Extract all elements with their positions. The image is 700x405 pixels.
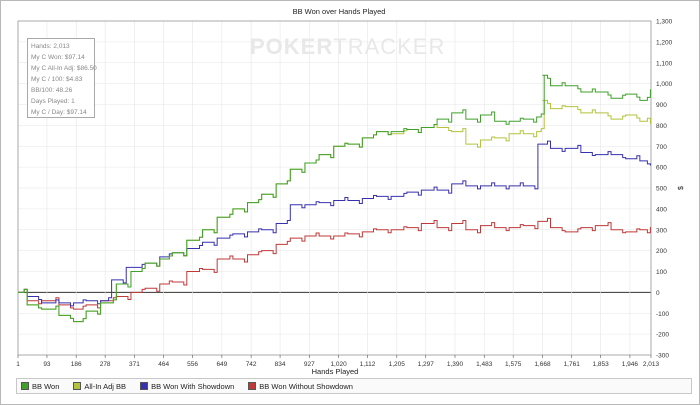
y-tick-label: -300 <box>656 353 669 360</box>
legend-item-bb-won-without-showdown[interactable]: BB Won Without Showdown <box>248 382 353 391</box>
stats-box: Hands: 2,013 My C Won: $97.14 My C All-I… <box>27 38 97 118</box>
legend-label-bb-won-with-showdown: BB Won With Showdown <box>151 381 235 391</box>
x-tick-label: 649 <box>216 361 227 368</box>
y-tick-label: 200 <box>656 248 667 255</box>
y-axis-label: $ <box>678 186 685 190</box>
series-line-all-in-adj-bb <box>18 99 651 323</box>
y-tick-label: 800 <box>656 123 667 130</box>
y-axis-ticks: -300 -200 -100 0 100 200 300 400 500 600 700 800 900… <box>656 19 673 360</box>
x-tick-label: 278 <box>100 361 111 368</box>
legend-swatch-all-in-adj-bb <box>73 382 82 390</box>
y-tick-label: 100 <box>656 269 667 276</box>
y-tick-label: 1,100 <box>656 60 673 67</box>
y-tick-label: 1,000 <box>656 81 673 88</box>
x-tick-label: 1,668 <box>534 361 551 368</box>
x-tick-label: 1 <box>16 361 20 368</box>
stat-allin-adj: My C All-In Adj: $86.50 <box>31 65 97 72</box>
x-tick-label: 1,946 <box>622 361 639 368</box>
y-tick-label: -200 <box>656 332 669 339</box>
x-tick-label: 1,853 <box>593 361 610 368</box>
legend-item-bb-won-with-showdown[interactable]: BB Won With Showdown <box>140 382 234 391</box>
x-tick-label: 1,761 <box>564 361 581 368</box>
y-tick-label: -100 <box>656 311 669 318</box>
y-tick-label: 500 <box>656 186 667 193</box>
legend-label-bb-won-without-showdown: BB Won Without Showdown <box>259 381 353 391</box>
y-tick-label: 700 <box>656 144 667 151</box>
x-tick-label: 1,297 <box>418 361 435 368</box>
y-tick-label: 1,300 <box>656 19 673 26</box>
x-tick-label: 742 <box>246 361 257 368</box>
x-tick-label: 2,013 <box>643 361 660 368</box>
x-tick-label: 186 <box>71 361 82 368</box>
legend-item-all-in-adj-bb[interactable]: All-In Adj BB <box>73 382 126 391</box>
x-axis-ticks: 1 93 186 278 371 464 556 649 742 834 927 1,020 1,112… <box>16 355 660 368</box>
x-tick-label: 1,205 <box>389 361 406 368</box>
x-tick-label: 1,020 <box>330 361 347 368</box>
x-tick-label: 1,112 <box>360 361 376 368</box>
x-tick-label: 556 <box>187 361 198 368</box>
y-tick-label: 0 <box>656 290 660 297</box>
plot-area <box>17 20 652 356</box>
series-line-bb-won <box>18 74 651 323</box>
y-tick-label: 600 <box>656 165 667 172</box>
y-tick-label: 300 <box>656 227 667 234</box>
stat-hands: Hands: 2,013 <box>31 43 70 50</box>
y-tick-label: 400 <box>656 206 667 213</box>
y-tick-label: 900 <box>656 102 667 109</box>
stat-per-100: My C / 100: $4.83 <box>31 76 83 83</box>
x-tick-label: 1,390 <box>447 361 464 368</box>
stat-per-day: My C / Day: $97.14 <box>31 109 87 116</box>
x-tick-label: 371 <box>129 361 140 368</box>
x-tick-label: 93 <box>43 361 51 368</box>
series-line-bb-won-without-showdown <box>18 217 651 310</box>
legend-swatch-bb-won <box>21 382 29 390</box>
x-axis-label: Hands Played <box>312 367 359 376</box>
legend-swatch-bb-won-with-showdown <box>140 382 149 390</box>
series-line-bb-won-with-showdown <box>18 140 651 307</box>
pokertracker-logo: POKERTRACKER <box>250 34 446 59</box>
legend-item-bb-won[interactable]: BB Won <box>21 382 59 391</box>
stat-days-played: Days Played: 1 <box>31 98 75 105</box>
chart-title: BB Won over Hands Played <box>293 7 386 16</box>
y-tick-label: 1,200 <box>656 39 673 46</box>
grid-layer <box>17 20 652 356</box>
chart-legend: BB Won All-In Adj BB BB Won With Showdow… <box>16 378 692 394</box>
stat-bb-100: BB/100: 48.26 <box>31 87 73 94</box>
x-tick-label: 464 <box>158 361 169 368</box>
series-layer <box>18 74 651 323</box>
legend-label-all-in-adj-bb: All-In Adj BB <box>84 381 127 391</box>
stat-won: My C Won: $97.14 <box>31 54 85 61</box>
x-tick-label: 834 <box>275 361 286 368</box>
legend-label-bb-won: BB Won <box>32 381 60 391</box>
x-tick-label: 1,575 <box>505 361 522 368</box>
x-tick-label: 927 <box>304 361 315 368</box>
x-tick-label: 1,483 <box>476 361 493 368</box>
legend-swatch-bb-won-without-showdown <box>248 382 257 390</box>
